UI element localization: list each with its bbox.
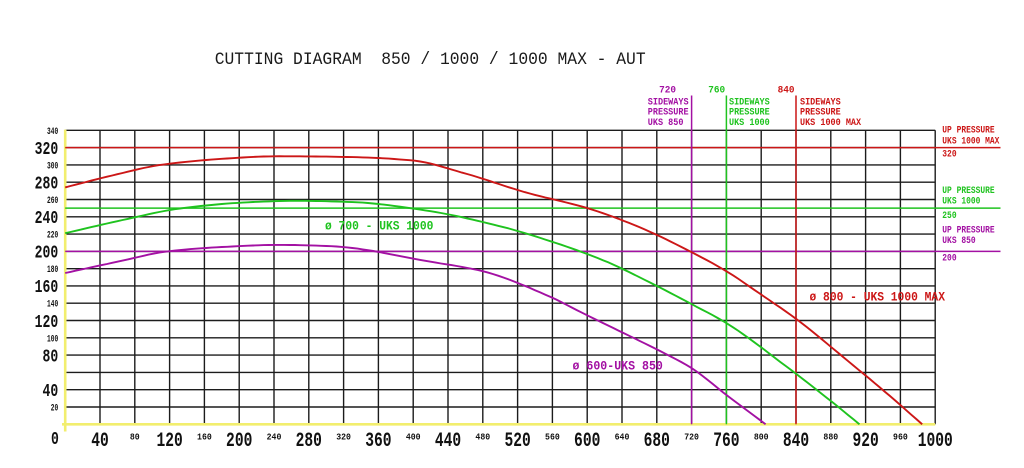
svg-text:920: 920 [852,430,878,453]
svg-text:ø 700 - UKS 1000: ø 700 - UKS 1000 [325,219,433,234]
svg-text:UP PRESSURE: UP PRESSURE [942,184,995,196]
svg-text:220: 220 [47,229,58,241]
svg-text:ø 800 - UKS 1000 MAX: ø 800 - UKS 1000 MAX [810,290,946,305]
svg-text:560: 560 [545,432,560,442]
svg-text:600: 600 [574,430,600,453]
svg-text:760: 760 [713,430,739,453]
svg-text:CUTTING DIAGRAM 850 / 1000 /: CUTTING DIAGRAM 850 / 1000 / 1000 MAX - … [215,50,646,70]
svg-text:PRESSURE: PRESSURE [648,106,689,118]
svg-text:SIDEWAYS: SIDEWAYS [648,96,689,108]
svg-text:80: 80 [130,432,140,442]
svg-text:UKS 850: UKS 850 [648,116,684,128]
svg-text:120: 120 [35,312,59,333]
svg-text:UKS 1000 MAX: UKS 1000 MAX [800,116,861,128]
svg-text:240: 240 [267,432,282,442]
svg-text:840: 840 [778,84,795,96]
svg-text:880: 880 [823,432,838,442]
svg-text:40: 40 [42,381,58,402]
svg-text:200: 200 [35,243,59,264]
svg-text:240: 240 [35,208,59,229]
svg-text:0: 0 [51,429,59,450]
svg-text:UP PRESSURE: UP PRESSURE [942,124,995,136]
svg-text:760: 760 [708,84,725,96]
svg-text:300: 300 [47,160,58,172]
svg-text:340: 340 [47,125,58,137]
svg-text:PRESSURE: PRESSURE [729,106,770,118]
svg-text:120: 120 [156,430,182,453]
svg-text:360: 360 [365,430,391,453]
svg-text:UKS 1000 MAX: UKS 1000 MAX [942,134,1000,146]
svg-text:PRESSURE: PRESSURE [800,106,841,118]
svg-text:160: 160 [35,277,59,298]
svg-text:720: 720 [659,84,676,96]
svg-text:SIDEWAYS: SIDEWAYS [800,96,841,108]
svg-text:840: 840 [783,430,809,453]
svg-text:UKS 1000: UKS 1000 [942,195,980,207]
svg-text:1000: 1000 [918,430,953,453]
svg-text:200: 200 [226,430,252,453]
svg-text:UKS 1000: UKS 1000 [729,116,770,128]
svg-text:480: 480 [475,432,490,442]
svg-text:400: 400 [406,432,421,442]
svg-text:320: 320 [942,148,956,160]
svg-text:280: 280 [35,173,59,194]
svg-text:960: 960 [893,432,908,442]
svg-text:720: 720 [684,432,699,442]
svg-text:100: 100 [47,333,58,345]
svg-text:260: 260 [47,195,58,207]
svg-text:SIDEWAYS: SIDEWAYS [729,96,770,108]
svg-text:UKS 850: UKS 850 [942,234,975,246]
svg-text:20: 20 [51,402,58,414]
svg-text:680: 680 [644,430,670,453]
svg-text:180: 180 [47,264,58,276]
svg-text:320: 320 [336,432,351,442]
svg-text:320: 320 [35,139,59,160]
svg-text:80: 80 [42,346,58,367]
svg-text:140: 140 [47,298,58,310]
svg-text:520: 520 [504,430,530,453]
svg-text:40: 40 [91,430,109,453]
svg-text:640: 640 [615,432,630,442]
svg-text:800: 800 [754,432,769,442]
svg-text:280: 280 [296,430,322,453]
svg-text:440: 440 [435,430,461,453]
svg-text:UP PRESSURE: UP PRESSURE [942,224,995,236]
svg-text:200: 200 [942,251,956,263]
svg-text:250: 250 [942,209,956,221]
svg-text:160: 160 [197,432,212,442]
svg-text:ø 600-UKS 850: ø 600-UKS 850 [573,359,663,374]
